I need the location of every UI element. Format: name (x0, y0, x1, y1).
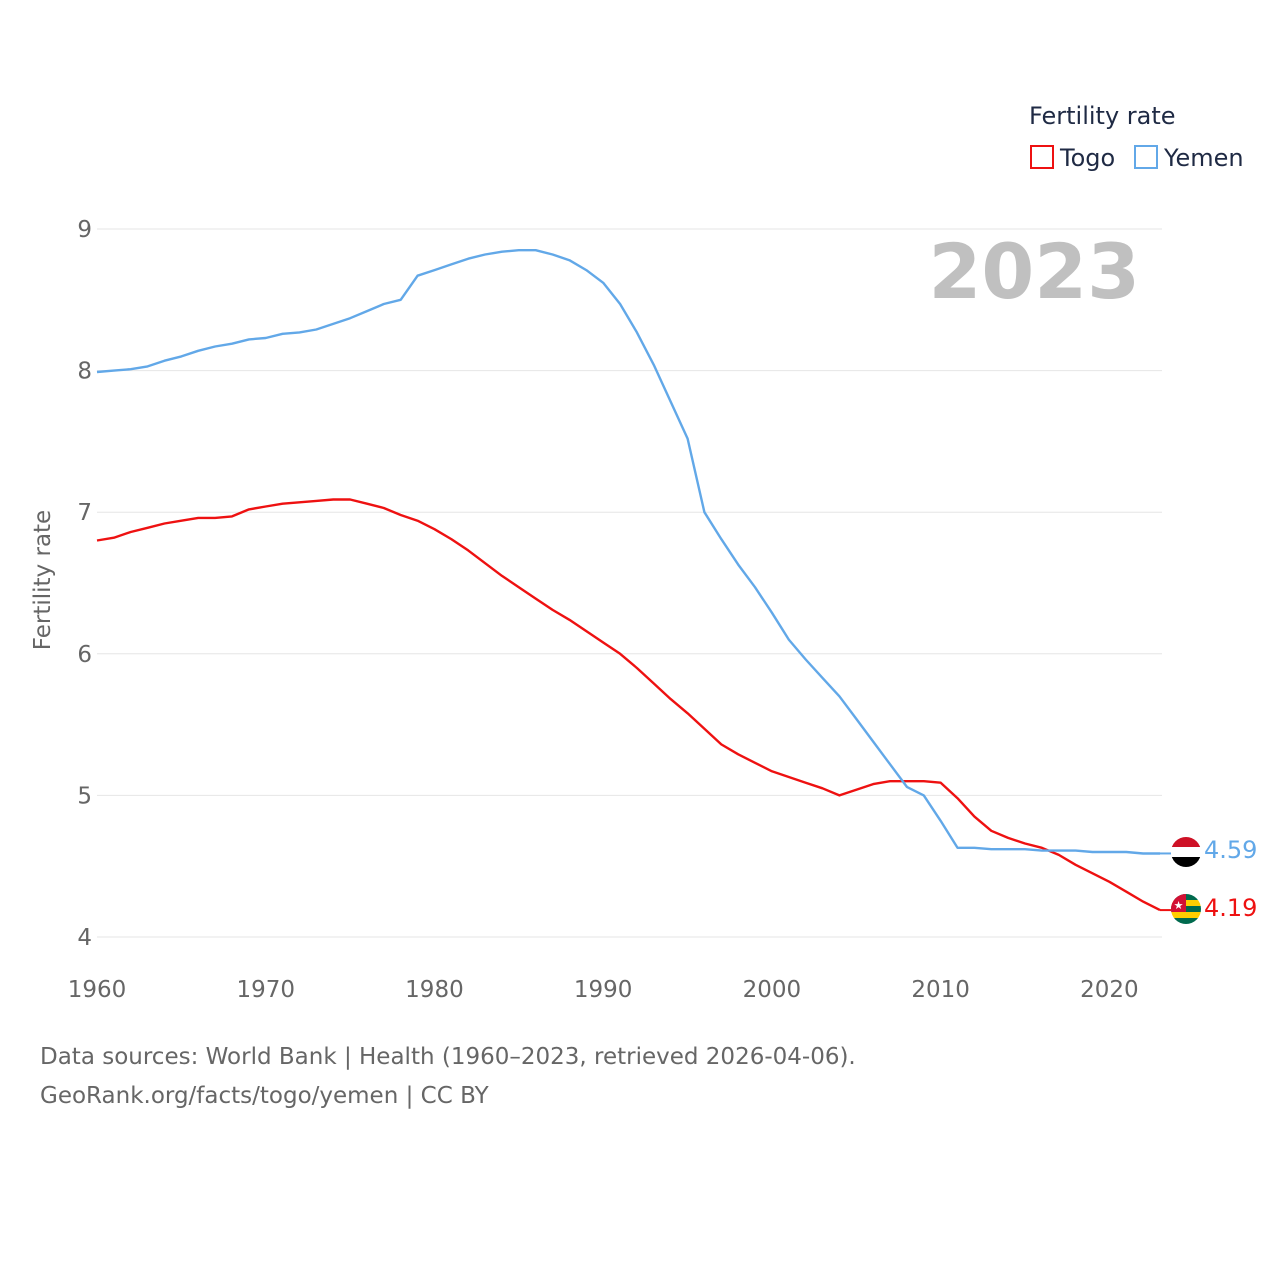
y-tick-label: 6 (77, 642, 92, 668)
series-lines (96, 248, 1171, 912)
series-line-yemen[interactable] (96, 248, 1160, 855)
x-tick-label: 1980 (405, 977, 464, 1003)
x-tick-label: 1960 (68, 977, 127, 1003)
togo-flag-icon: ★ (1171, 894, 1201, 924)
yemen-flag-icon (1171, 837, 1201, 867)
year-label: 2023 (928, 227, 1140, 316)
y-tick-label: 7 (77, 500, 92, 526)
x-axis-ticks: 1960 1970 1980 1990 2000 2010 2020 (68, 977, 1139, 1003)
legend-title: Fertility rate (1029, 102, 1176, 130)
svg-text:★: ★ (1174, 899, 1184, 912)
x-tick-label: 1970 (236, 977, 295, 1003)
series-line-togo[interactable] (96, 498, 1161, 912)
y-axis-label: Fertility rate (30, 510, 56, 650)
legend: Fertility rate Togo Yemen (1029, 102, 1244, 172)
x-tick-label: 2000 (743, 977, 802, 1003)
y-axis-ticks: 4 5 6 7 8 9 (77, 217, 92, 951)
footer-source: Data sources: World Bank | Health (1960–… (40, 1044, 856, 1070)
grid (97, 228, 1162, 938)
x-tick-label: 2020 (1080, 977, 1139, 1003)
x-tick-label: 1990 (574, 977, 633, 1003)
legend-swatch-togo (1030, 145, 1054, 169)
y-tick-label: 4 (77, 925, 92, 951)
legend-swatch-yemen (1134, 145, 1158, 169)
end-label-togo: 4.19 (1204, 894, 1257, 922)
y-tick-label: 9 (77, 217, 92, 243)
legend-label-yemen[interactable]: Yemen (1163, 144, 1244, 172)
y-tick-label: 5 (77, 783, 92, 809)
x-tick-label: 2010 (911, 977, 970, 1003)
y-tick-label: 8 (77, 359, 92, 385)
footer-link[interactable]: GeoRank.org/facts/togo/yemen | CC BY (40, 1083, 489, 1109)
end-label-yemen: 4.59 (1204, 836, 1257, 864)
legend-label-togo[interactable]: Togo (1059, 144, 1115, 172)
